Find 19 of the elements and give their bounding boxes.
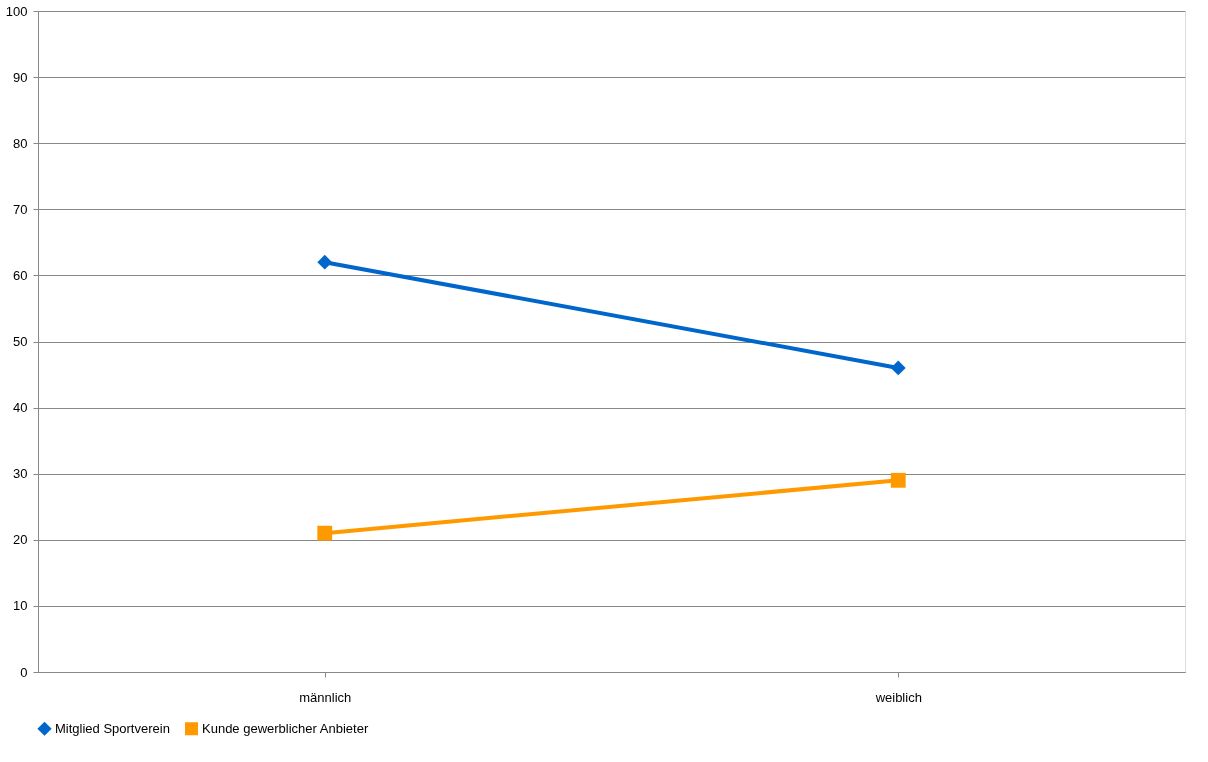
y-tick-label: 30: [13, 466, 28, 482]
y-tick-label: 20: [13, 532, 28, 548]
y-tick-label: 70: [13, 201, 28, 217]
y-tick-label: 0: [20, 664, 28, 680]
y-tick-label: 100: [5, 3, 28, 19]
point: [890, 360, 906, 376]
y-tick-label: 80: [13, 135, 28, 151]
y-tick-label: 40: [13, 400, 28, 416]
legend-label: Kunde gewerblicher Anbieter: [202, 720, 369, 736]
point: [317, 525, 333, 541]
x-tick-label: weiblich: [874, 689, 922, 705]
point: [890, 472, 906, 488]
legend-label: Mitglied Sportverein: [55, 720, 170, 736]
y-tick-label: 90: [13, 69, 28, 85]
y-tick-label: 60: [13, 267, 28, 283]
y-tick-label: 10: [13, 598, 28, 614]
y-tick-label: 50: [13, 334, 28, 349]
x-tick-label: männlich: [299, 689, 352, 705]
point: [317, 254, 333, 270]
